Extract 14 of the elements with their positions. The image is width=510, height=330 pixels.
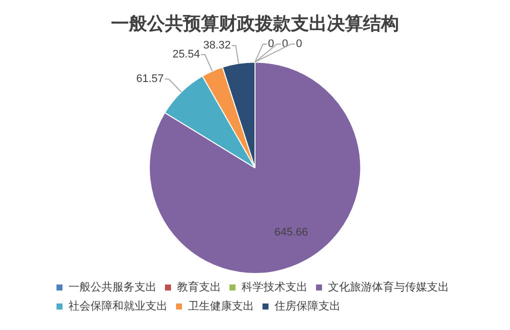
data-label: 645.66 — [274, 226, 308, 238]
data-label: 61.57 — [136, 73, 164, 86]
legend-label: 社会保障和就业支出 — [68, 299, 168, 312]
data-label: 25.54 — [172, 48, 200, 61]
text: 0 — [268, 38, 274, 50]
chart-title: 一般公共预算财政拨款支出决算结构 — [111, 13, 399, 34]
legend-label: 文化旅游体育与传媒支出 — [328, 280, 449, 294]
legend-label: 卫生健康支出 — [188, 299, 254, 312]
legend-label: 一般公共服务支出 — [68, 280, 156, 294]
data-label: 38.32 — [203, 40, 231, 52]
legend-label: 住房保障支出 — [274, 299, 340, 312]
legend-label: 科学技术支出 — [242, 280, 308, 294]
text: 0 — [296, 38, 302, 50]
legend-label: 教育支出 — [177, 280, 221, 294]
